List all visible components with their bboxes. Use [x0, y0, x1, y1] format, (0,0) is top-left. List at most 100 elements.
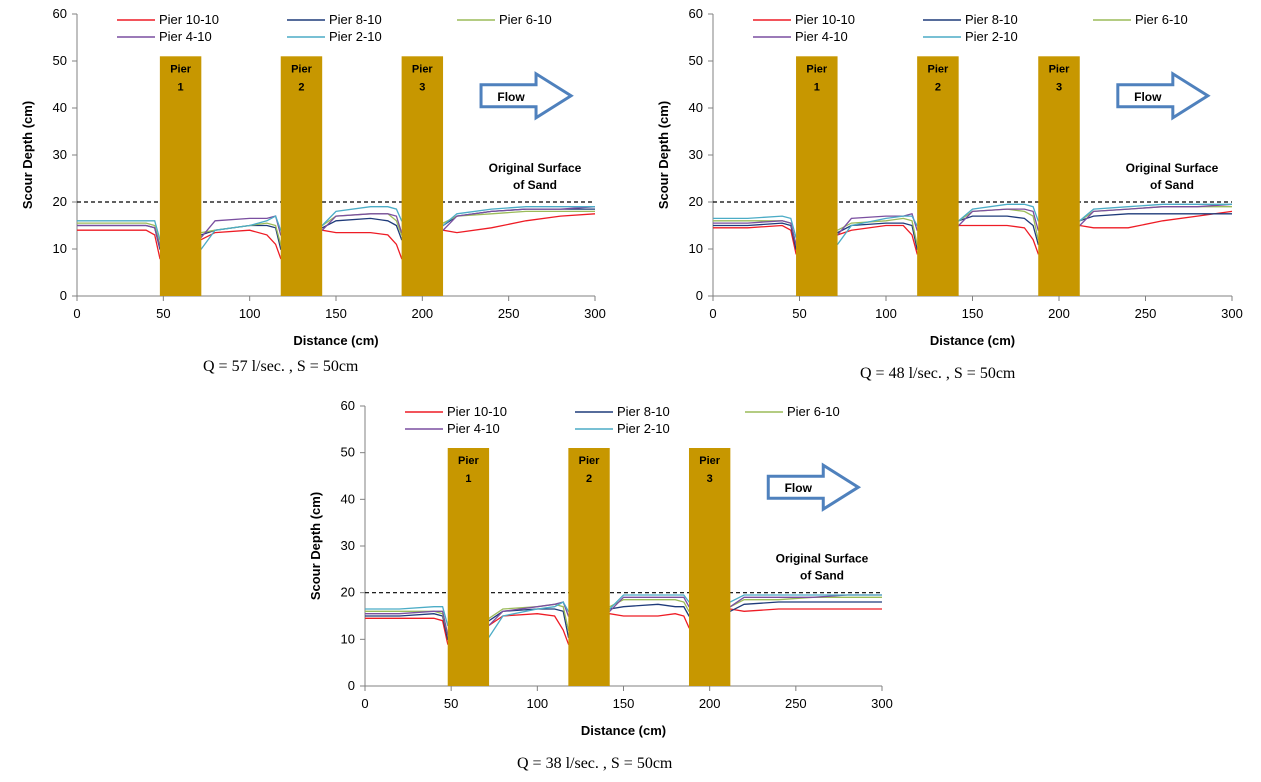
- x-tick-label: 200: [699, 696, 721, 711]
- x-tick-label: 100: [239, 306, 261, 321]
- pier-1-label: 1: [178, 81, 184, 93]
- x-tick-label: 0: [709, 306, 716, 321]
- pier-2-label: 2: [935, 81, 941, 93]
- pier-2-label: 2: [298, 81, 304, 93]
- pier-3-block: [401, 56, 444, 296]
- x-tick-label: 50: [444, 696, 458, 711]
- x-tick-label: 250: [1135, 306, 1157, 321]
- y-tick-label: 10: [53, 241, 67, 256]
- x-tick-label: 100: [526, 696, 548, 711]
- y-tick-label: 10: [689, 241, 703, 256]
- pier-1-label: Pier: [170, 63, 192, 75]
- legend-label: Pier 4-10: [795, 29, 848, 44]
- series-line-pier-4-10: [77, 206, 596, 248]
- pier-2-block: [568, 448, 610, 686]
- pier-2-block: [917, 56, 959, 296]
- pier-2-label: Pier: [291, 63, 313, 75]
- scour-depth-chart-1: 0 10 20 30 40 50 60 0 50 100 150 200 250 300 Distance …: [20, 6, 606, 348]
- x-tick-label: 300: [584, 306, 606, 321]
- x-tick-label: 300: [1221, 306, 1243, 321]
- pier-1-label: 1: [814, 81, 820, 93]
- flow-label: Flow: [785, 481, 813, 495]
- pier-3-label: Pier: [699, 455, 721, 467]
- y-tick-label: 60: [53, 6, 67, 21]
- y-tick-label: 50: [53, 53, 67, 68]
- pier-3-label: Pier: [1049, 63, 1071, 75]
- pier-2-label: Pier: [579, 455, 601, 467]
- x-axis-title: Distance (cm): [930, 333, 1015, 348]
- y-tick-label: 30: [53, 147, 67, 162]
- pier-2-label: Pier: [928, 63, 950, 75]
- pier-1-label: 1: [465, 473, 471, 485]
- chart-caption-3: Q = 38 l/sec. , S = 50cm: [517, 755, 673, 772]
- legend-label: Pier 10-10: [447, 404, 507, 419]
- y-tick-label: 10: [341, 631, 355, 646]
- x-tick-label: 250: [498, 306, 520, 321]
- flow-arrow-icon: [479, 71, 574, 121]
- pier-3-label: Pier: [412, 63, 434, 75]
- flow-arrow-icon: [1116, 71, 1211, 121]
- pier-3-label: 3: [419, 81, 425, 93]
- pier-1-label: Pier: [806, 63, 828, 75]
- pier-1-block: [159, 56, 202, 296]
- chart-panel-3: 0 10 20 30 40 50 60 0 50 100 150 200 250 300 Distance …: [290, 393, 900, 748]
- chart-panel-2: 0 10 20 30 40 50 60 0 50 100 150 200 250 300 Distance …: [640, 0, 1250, 348]
- y-tick-label: 40: [689, 100, 703, 115]
- x-axis-title: Distance (cm): [581, 723, 666, 738]
- x-tick-label: 200: [1048, 306, 1070, 321]
- pier-3-block: [688, 448, 731, 686]
- x-tick-label: 150: [325, 306, 347, 321]
- original-surface-label: of Sand: [513, 178, 557, 192]
- pier-3-label: 3: [1056, 81, 1062, 93]
- flow-arrow-icon: [766, 462, 862, 512]
- scour-depth-chart-2: 0 10 20 30 40 50 60 0 50 100 150 200 250 300 Distance …: [656, 6, 1243, 348]
- pier-2-block: [280, 56, 323, 296]
- x-tick-label: 0: [73, 306, 80, 321]
- series-line-pier-2-10: [77, 206, 595, 250]
- legend-label: Pier 8-10: [965, 12, 1018, 27]
- chart-caption-2: Q = 48 l/sec. , S = 50cm: [860, 365, 1016, 382]
- legend-label: Pier 4-10: [159, 29, 212, 44]
- y-axis-title: Scour Depth (cm): [656, 101, 671, 209]
- y-axis-title: Scour Depth (cm): [20, 101, 35, 209]
- x-tick-label: 0: [361, 696, 368, 711]
- legend-label: Pier 2-10: [329, 29, 382, 44]
- pier-1-block: [796, 56, 838, 296]
- y-tick-label: 40: [341, 491, 355, 506]
- x-tick-label: 50: [156, 306, 170, 321]
- x-tick-label: 200: [411, 306, 433, 321]
- y-tick-label: 30: [341, 538, 355, 553]
- legend-label: Pier 6-10: [499, 12, 552, 27]
- original-surface-label: Original Surface: [1126, 161, 1219, 175]
- original-surface-label: of Sand: [800, 569, 844, 583]
- legend-label: Pier 6-10: [787, 404, 840, 419]
- x-tick-label: 50: [792, 306, 806, 321]
- y-tick-label: 40: [53, 100, 67, 115]
- y-tick-label: 60: [689, 6, 703, 21]
- pier-1-block: [447, 448, 490, 686]
- y-tick-label: 20: [53, 194, 67, 209]
- series-line-pier-2-10: [713, 203, 1232, 246]
- y-tick-label: 0: [348, 678, 355, 693]
- original-surface-label: of Sand: [1150, 178, 1194, 192]
- y-tick-label: 60: [341, 398, 355, 413]
- chart-panel-1: 0 10 20 30 40 50 60 0 50 100 150 200 250 300 Distance …: [0, 0, 610, 348]
- y-tick-label: 50: [689, 53, 703, 68]
- y-tick-label: 20: [341, 585, 355, 600]
- y-tick-label: 30: [689, 147, 703, 162]
- chart-caption-1: Q = 57 l/sec. , S = 50cm: [203, 358, 359, 375]
- x-tick-label: 150: [962, 306, 984, 321]
- pier-1-label: Pier: [458, 455, 480, 467]
- legend-label: Pier 10-10: [795, 12, 855, 27]
- pier-3-block: [1038, 56, 1080, 296]
- x-axis-title: Distance (cm): [293, 333, 378, 348]
- x-tick-label: 250: [785, 696, 807, 711]
- x-tick-label: 100: [875, 306, 897, 321]
- y-tick-label: 50: [341, 445, 355, 460]
- x-tick-label: 300: [871, 696, 893, 711]
- y-tick-label: 0: [696, 288, 703, 303]
- legend-label: Pier 8-10: [329, 12, 382, 27]
- flow-label: Flow: [497, 90, 525, 104]
- scour-depth-chart-3: 0 10 20 30 40 50 60 0 50 100 150 200 250 300 Distance …: [308, 398, 893, 738]
- legend-label: Pier 2-10: [965, 29, 1018, 44]
